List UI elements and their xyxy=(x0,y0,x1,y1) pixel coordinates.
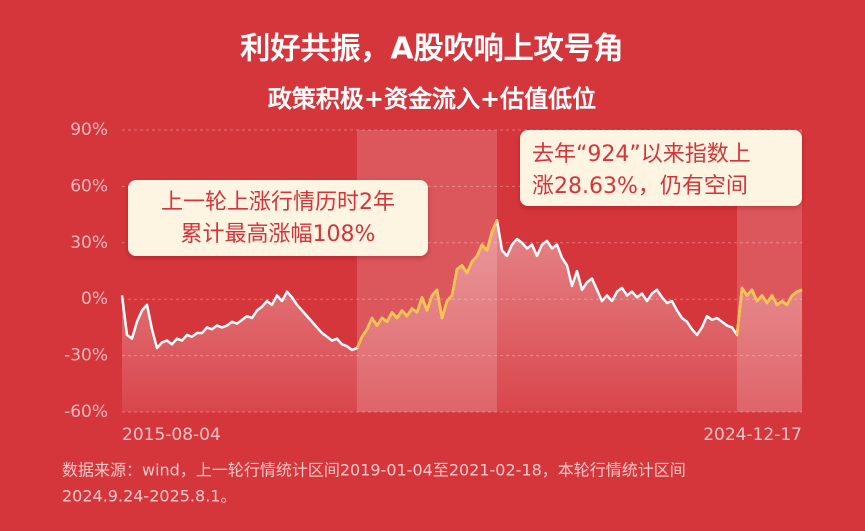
y-tick-label: 30% xyxy=(70,233,108,253)
y-tick-label: 90% xyxy=(70,120,108,140)
source-note: 2024.9.24-2025.8.1。 xyxy=(62,487,236,506)
y-tick-label: 60% xyxy=(70,176,108,196)
callout-box xyxy=(128,180,428,256)
chart-subtitle: 政策积极+资金流入+估值低位 xyxy=(268,85,596,113)
x-tick-label: 2024-12-17 xyxy=(703,425,802,445)
callout-text: 累计最高涨幅108% xyxy=(181,222,376,247)
y-tick-label: -60% xyxy=(64,402,108,422)
x-tick-label: 2015-08-04 xyxy=(122,425,221,445)
plot-area: -60% -30% 0% 30% 60% 90% 2015-08-04 2024-12-17 xyxy=(64,120,803,445)
line-area xyxy=(122,220,802,412)
highlight-line xyxy=(355,219,499,349)
callout-text: 涨28.63%，仍有空间 xyxy=(532,174,748,199)
callout-text: 去年“924”以来指数上 xyxy=(532,142,751,167)
y-tick-label: -30% xyxy=(64,346,108,366)
callout-box xyxy=(520,130,802,206)
highlight-line xyxy=(735,286,803,336)
chart-title: 利好共振，A股吹响上攻号角 xyxy=(240,32,623,67)
callout-text: 上一轮上涨行情历时2年 xyxy=(161,190,395,215)
source-note: 数据来源：wind，上一轮行情统计区间2019-01-04至2021-02-18… xyxy=(62,461,686,480)
y-tick-label: 0% xyxy=(81,289,108,309)
